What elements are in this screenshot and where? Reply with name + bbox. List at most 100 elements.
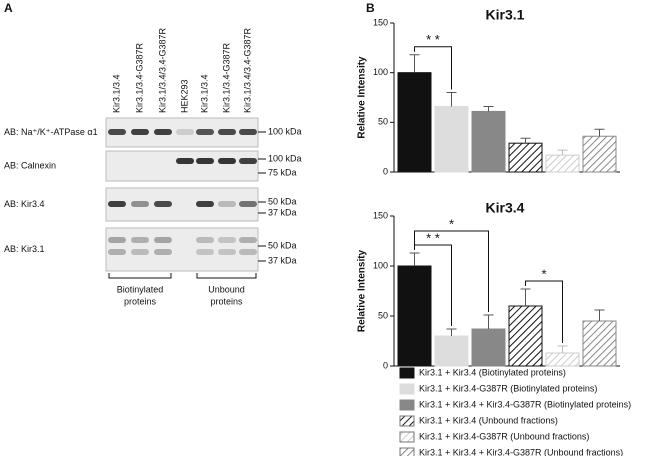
panel-letter: B xyxy=(366,1,375,15)
band xyxy=(108,129,126,135)
legend-swatch xyxy=(399,415,415,427)
bar xyxy=(582,320,617,367)
error-bar xyxy=(483,105,494,112)
band xyxy=(239,237,257,243)
y-tick-label: 150 xyxy=(373,17,388,27)
group-label: Biotinylated xyxy=(117,284,164,294)
group-bracket xyxy=(196,273,257,279)
lane-label: Kir3.1/3.4 xyxy=(111,74,121,113)
band xyxy=(239,158,257,164)
blot-strip xyxy=(105,150,259,182)
marker-label: 50 kDa xyxy=(268,240,297,250)
band xyxy=(239,201,257,207)
error-bar xyxy=(446,92,457,107)
band xyxy=(196,158,214,164)
legend-label: Kir3.1 + Kir3.4 + Kir3.4-G387R (Biotinyl… xyxy=(419,399,631,409)
lane-label: Kir3.1/3.4-G387R xyxy=(221,42,231,113)
lane-label: HEK293 xyxy=(179,79,189,113)
bar xyxy=(508,305,543,367)
significance-label: * * xyxy=(426,32,440,47)
band xyxy=(108,249,126,255)
blot-strip xyxy=(105,187,259,222)
band xyxy=(239,129,257,135)
error-bar xyxy=(594,309,605,321)
antibody-label: AB: Na⁺/K⁺-ATPase α1 xyxy=(4,127,98,137)
marker-label: 75 kDa xyxy=(268,167,297,177)
legend-swatch xyxy=(399,447,415,456)
bar xyxy=(471,110,506,173)
band xyxy=(196,237,214,243)
band xyxy=(154,201,172,207)
lane-label: Kir3.1/3.4/3.4-G387R xyxy=(242,27,252,113)
band xyxy=(196,129,214,135)
bar xyxy=(582,135,617,173)
y-tick-label: 0 xyxy=(383,360,388,370)
y-tick-label: 0 xyxy=(383,166,388,176)
band xyxy=(218,129,236,135)
band xyxy=(108,237,126,243)
bar xyxy=(434,335,469,367)
group-label: Unbound xyxy=(208,284,245,294)
chart-title: Kir3.4 xyxy=(486,200,525,216)
bar xyxy=(545,352,580,367)
band xyxy=(154,237,172,243)
band xyxy=(131,237,149,243)
band xyxy=(176,158,194,164)
y-axis-label: Relative Intensity xyxy=(357,249,368,332)
antibody-label: AB: Calnexin xyxy=(4,160,56,170)
band xyxy=(154,129,172,135)
marker-label: 100 kDa xyxy=(268,126,302,136)
y-tick-label: 100 xyxy=(373,260,388,270)
y-tick-label: 50 xyxy=(378,310,388,320)
error-bar xyxy=(409,252,420,266)
band xyxy=(239,249,257,255)
panel-letter: A xyxy=(4,1,13,15)
group-label: proteins xyxy=(124,296,157,306)
lane-label: Kir3.1/3.4-G387R xyxy=(134,42,144,113)
marker-label: 37 kDa xyxy=(268,207,297,217)
bar xyxy=(508,142,543,173)
band xyxy=(131,249,149,255)
marker-label: 50 kDa xyxy=(268,196,297,206)
bar xyxy=(434,105,469,173)
marker-label: 37 kDa xyxy=(268,255,297,265)
bar xyxy=(397,265,432,367)
legend-label: Kir3.1 + Kir3.4 (Unbound fractions) xyxy=(419,415,558,425)
significance-bracket xyxy=(525,280,563,343)
group-label: proteins xyxy=(210,296,243,306)
legend-label: Kir3.1 + Kir3.4 (Biotinylated proteins) xyxy=(419,367,566,377)
y-tick-label: 150 xyxy=(373,210,388,220)
error-bar xyxy=(557,345,568,353)
error-bar xyxy=(557,149,568,156)
antibody-label: AB: Kir3.4 xyxy=(4,199,45,209)
legend-swatch xyxy=(399,399,415,411)
error-bar xyxy=(594,128,605,137)
lane-label: Kir3.1/3.4 xyxy=(199,74,209,113)
band xyxy=(218,237,236,243)
bar xyxy=(471,328,506,367)
bar xyxy=(545,154,580,173)
legend-label: Kir3.1 + Kir3.4 + Kir3.4-G387R (Unbound … xyxy=(419,447,623,456)
significance-label: * * xyxy=(426,230,440,245)
antibody-label: AB: Kir3.1 xyxy=(4,244,45,254)
band xyxy=(196,201,214,207)
legend-label: Kir3.1 + Kir3.4-G387R (Unbound fractions… xyxy=(419,431,589,441)
y-tick-label: 50 xyxy=(378,117,388,127)
band xyxy=(131,129,149,135)
significance-bracket xyxy=(414,46,452,90)
band xyxy=(196,249,214,255)
group-bracket xyxy=(108,273,172,279)
bar xyxy=(397,72,432,173)
marker-label: 100 kDa xyxy=(268,153,302,163)
legend-swatch xyxy=(399,367,415,379)
error-bar xyxy=(483,314,494,329)
y-axis-label: Relative Intensity xyxy=(357,56,368,139)
y-tick-label: 100 xyxy=(373,67,388,77)
significance-label: * xyxy=(541,266,546,281)
band xyxy=(218,158,236,164)
chart-title: Kir3.1 xyxy=(486,7,525,23)
band xyxy=(218,201,236,207)
band xyxy=(176,129,194,135)
legend-label: Kir3.1 + Kir3.4-G387R (Biotinylated prot… xyxy=(419,383,597,393)
